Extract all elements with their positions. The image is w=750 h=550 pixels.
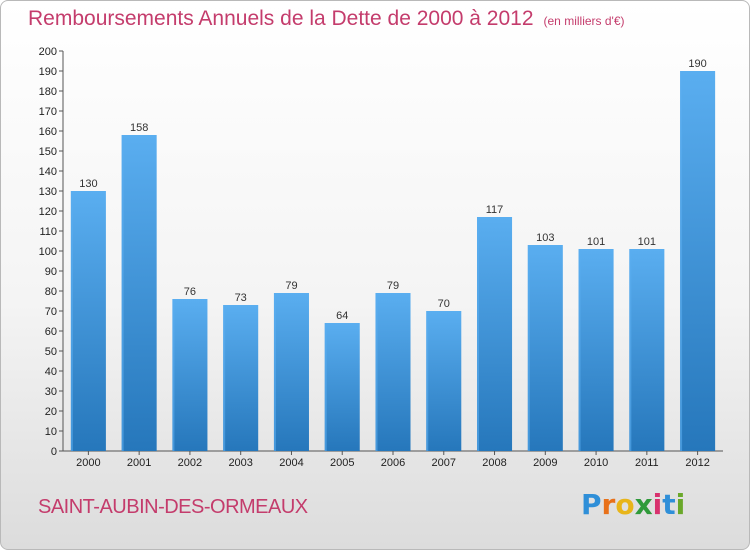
y-tick-label: 0	[51, 446, 57, 458]
x-tick-label: 2004	[279, 457, 303, 469]
bar-highlight	[273, 293, 276, 451]
bar-highlight	[121, 135, 124, 451]
y-tick-label: 30	[45, 386, 57, 398]
bar	[273, 293, 309, 451]
x-tick-label: 2007	[432, 457, 456, 469]
bar-highlight	[578, 249, 581, 451]
y-tick-label: 20	[45, 406, 57, 418]
logo-letter: r	[601, 488, 616, 521]
y-tick-label: 180	[39, 86, 57, 98]
bar	[527, 245, 563, 451]
y-tick-label: 60	[45, 326, 57, 338]
y-tick-label: 50	[45, 346, 57, 358]
x-tick-label: 2006	[381, 457, 405, 469]
chart-unit: (en milliers d'€)	[543, 14, 625, 28]
bar	[375, 293, 411, 451]
bar-highlight	[223, 305, 226, 451]
bar-highlight	[324, 323, 327, 451]
y-tick-label: 40	[45, 366, 57, 378]
logo-letter: o	[615, 488, 635, 521]
bar	[70, 191, 106, 451]
x-tick-label: 2003	[228, 457, 252, 469]
y-tick-label: 170	[39, 106, 57, 118]
proxiti-logo: Proxiti	[581, 488, 685, 521]
bar-value-label: 117	[486, 204, 504, 216]
bar	[629, 249, 665, 451]
x-tick-label: 2010	[584, 457, 608, 469]
bar-value-label: 130	[79, 178, 97, 190]
y-tick-label: 120	[39, 206, 57, 218]
x-tick-label: 2008	[482, 457, 506, 469]
y-tick-label: 190	[39, 66, 57, 78]
bar-highlight	[527, 245, 530, 451]
y-tick-label: 140	[39, 166, 57, 178]
bar	[121, 135, 157, 451]
y-tick-label: 200	[39, 46, 57, 58]
x-tick-label: 2009	[533, 457, 557, 469]
bar-value-label: 64	[336, 310, 348, 322]
y-tick-label: 100	[39, 246, 57, 258]
bar-highlight	[426, 311, 429, 451]
bar-highlight	[375, 293, 378, 451]
commune-name: SAINT-AUBIN-DES-ORMEAUX	[38, 496, 308, 518]
bar-value-label: 73	[235, 292, 247, 304]
chart-title-text: Remboursements Annuels de la Dette de 20…	[28, 7, 534, 30]
y-tick-label: 130	[39, 186, 57, 198]
chart-bars: 130 158 76 73 79 64 79 70 117 103 101 101 190	[70, 58, 716, 451]
logo-letter: P	[581, 488, 602, 521]
bar-highlight	[680, 71, 683, 451]
x-tick-label: 2005	[330, 457, 354, 469]
bar-value-label: 101	[587, 236, 605, 248]
bar-value-label: 101	[638, 236, 656, 248]
bar	[680, 71, 716, 451]
bar-value-label: 70	[438, 298, 450, 310]
logo-letter: t	[662, 488, 676, 521]
bar-value-label: 103	[536, 232, 554, 244]
bar	[426, 311, 462, 451]
bar	[172, 299, 208, 451]
bar	[223, 305, 259, 451]
bar	[477, 217, 513, 451]
y-tick-label: 10	[45, 426, 57, 438]
bar-highlight	[477, 217, 480, 451]
x-tick-label: 2011	[635, 457, 659, 469]
bar-value-label: 79	[387, 280, 399, 292]
x-tick-label: 2000	[76, 457, 100, 469]
bar	[324, 323, 360, 451]
y-tick-label: 110	[39, 226, 57, 238]
logo-letter: x	[634, 488, 653, 521]
x-tick-label: 2001	[127, 457, 151, 469]
y-tick-label: 70	[45, 306, 57, 318]
y-tick-label: 150	[39, 146, 57, 158]
bar	[578, 249, 614, 451]
y-tick-label: 80	[45, 286, 57, 298]
bar-value-label: 190	[688, 58, 706, 70]
logo-letter: i	[652, 488, 663, 521]
x-tick-label: 2002	[178, 457, 202, 469]
bar-highlight	[629, 249, 632, 451]
y-tick-label: 160	[39, 126, 57, 138]
bar-value-label: 76	[184, 286, 196, 298]
bar-value-label: 79	[285, 280, 297, 292]
bar-value-label: 158	[130, 122, 148, 134]
bar-highlight	[70, 191, 73, 451]
y-tick-label: 90	[45, 266, 57, 278]
bar-highlight	[172, 299, 175, 451]
x-tick-label: 2012	[685, 457, 709, 469]
logo-letter: i	[675, 488, 686, 521]
chart-title: Remboursements Annuels de la Dette de 20…	[28, 7, 625, 31]
